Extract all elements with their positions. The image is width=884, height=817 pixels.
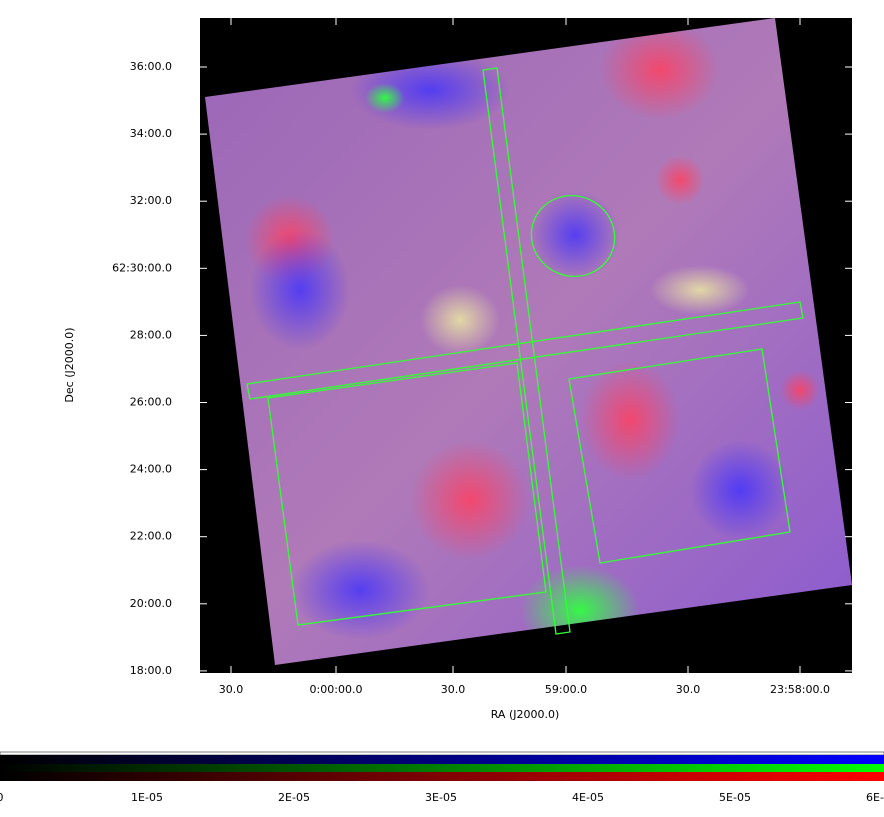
y-tick-label: 32:00.0 (130, 194, 172, 207)
colorbar-tick-label: 1E-05 (131, 791, 163, 804)
y-tick-label: 34:00.0 (130, 127, 172, 140)
y-tick-label: 28:00.0 (130, 328, 172, 341)
y-tick-label: 26:00.0 (130, 396, 172, 409)
colorbar-tick-label: 6E-05 (866, 791, 884, 804)
colorbar (0, 751, 884, 781)
region-ellipse (530, 194, 616, 278)
region-box-right (568, 348, 791, 564)
sky-image (205, 18, 852, 665)
y-tick-label: 24:00.0 (130, 463, 172, 476)
y-tick-label: 62:30:00.0 (112, 261, 172, 274)
y-tick-label: 18:00.0 (130, 664, 172, 677)
x-tick-label: 30.0 (441, 683, 466, 696)
x-axis-label: RA (J2000.0) (491, 708, 560, 721)
region-box-left (267, 362, 547, 626)
region-strip-vertical (482, 67, 571, 635)
colorbar-tick-label: 0 (0, 791, 4, 804)
colorbar-tick-label: 2E-05 (278, 791, 310, 804)
y-tick-label: 22:00.0 (130, 530, 172, 543)
y-tick-label: 20:00.0 (130, 597, 172, 610)
y-axis-label: Dec (J2000.0) (63, 327, 76, 402)
colorbar-tick-label: 4E-05 (572, 791, 604, 804)
colorbar-tick-label: 3E-05 (425, 791, 457, 804)
y-tick-label: 36:00.0 (130, 60, 172, 73)
x-tick-label: 0:00:00.0 (310, 683, 363, 696)
region-strip-horizontal (246, 301, 804, 400)
x-tick-label: 23:58:00.0 (770, 683, 830, 696)
regions (246, 67, 804, 635)
x-tick-label: 30.0 (676, 683, 701, 696)
x-tick-label: 30.0 (219, 683, 244, 696)
colorbar-tick-label: 5E-05 (719, 791, 751, 804)
x-tick-label: 59:00.0 (545, 683, 587, 696)
